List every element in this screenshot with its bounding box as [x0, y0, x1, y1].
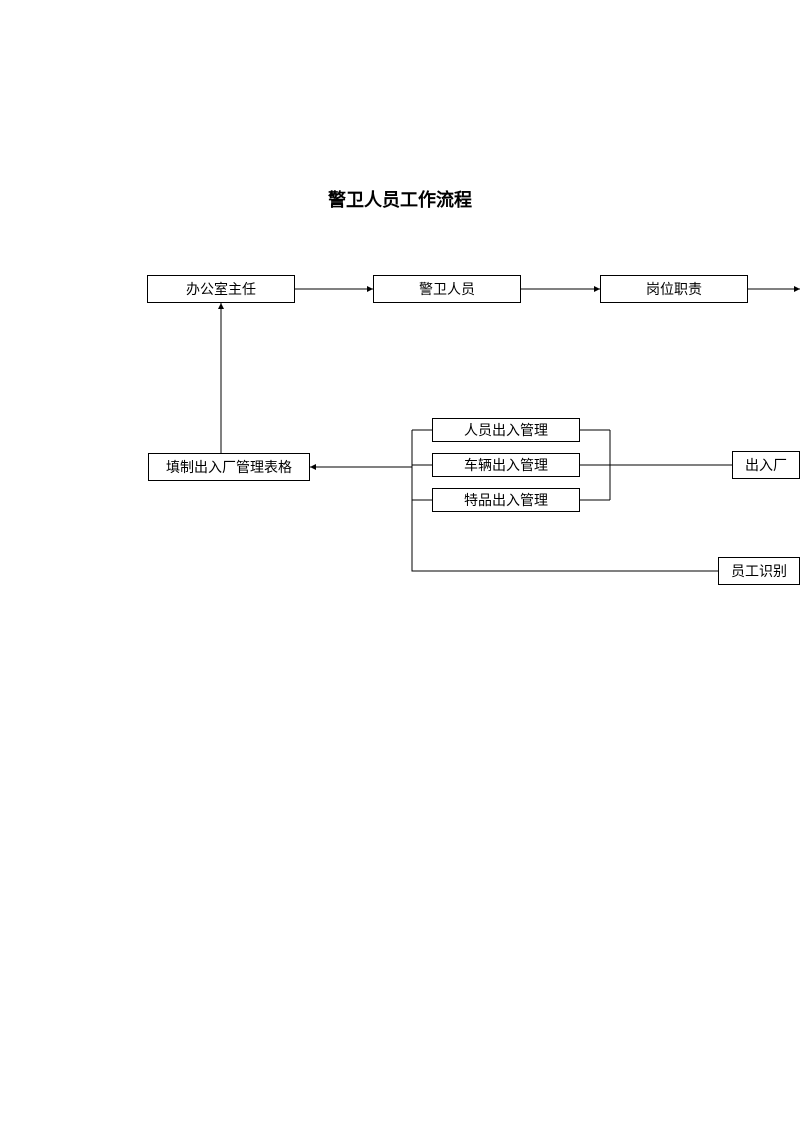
flowchart-node: 车辆出入管理 [432, 453, 580, 477]
edges-layer [0, 0, 800, 1132]
flowchart-node: 人员出入管理 [432, 418, 580, 442]
flowchart-node: 警卫人员 [373, 275, 521, 303]
flowchart-node: 员工识别 [718, 557, 800, 585]
diagram-title: 警卫人员工作流程 [0, 186, 800, 212]
flowchart-node: 填制出入厂管理表格 [148, 453, 310, 481]
flowchart-node: 岗位职责 [600, 275, 748, 303]
flowchart-node: 办公室主任 [147, 275, 295, 303]
flowchart-node: 特品出入管理 [432, 488, 580, 512]
flowchart-node: 出入厂 [732, 451, 800, 479]
